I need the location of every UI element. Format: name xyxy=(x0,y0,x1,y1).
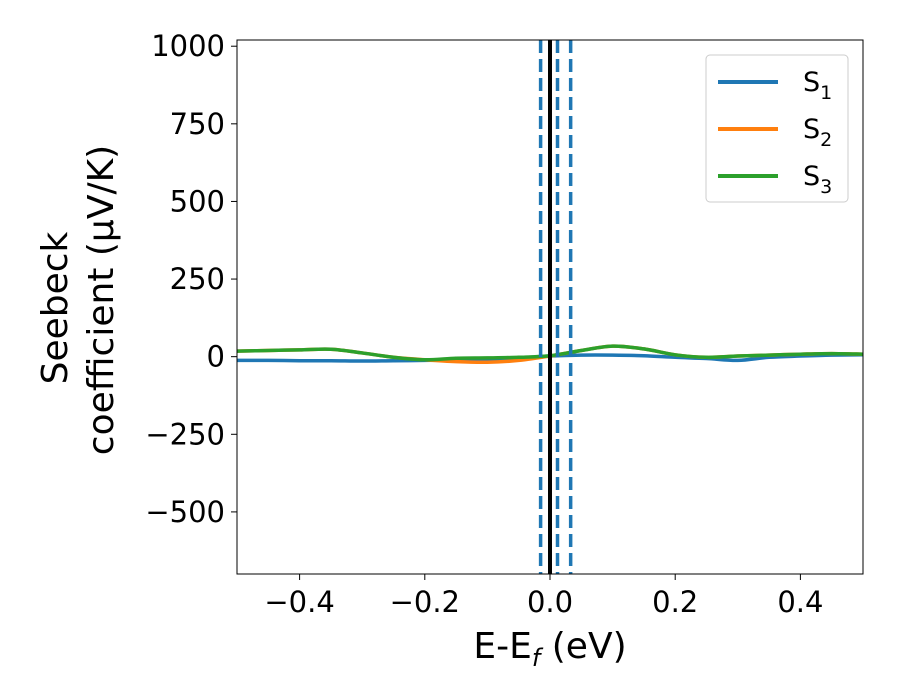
x-axis-title-unit: (eV) xyxy=(540,626,626,667)
x-axis-title-main: E-E xyxy=(473,626,531,667)
legend-label: S3 xyxy=(803,161,832,198)
x-axis-ticks: −0.4 −0.2 0.0 0.2 0.4 xyxy=(264,574,823,619)
y-tick-label: 500 xyxy=(170,184,225,218)
legend-item-s3: S3 xyxy=(718,161,832,198)
x-tick-label: 0.2 xyxy=(652,585,698,619)
legend-item-s2: S2 xyxy=(718,114,832,151)
x-tick-label: 0.4 xyxy=(777,585,823,619)
y-axis-title: Seebeck coefficient (μV/K) xyxy=(35,145,122,455)
legend: S1 S2 S3 xyxy=(705,54,849,203)
y-tick-label: −500 xyxy=(145,495,225,529)
legend-label: S2 xyxy=(803,114,832,151)
legend-item-s1: S1 xyxy=(718,67,832,104)
plot-content xyxy=(237,40,863,574)
x-tick-label: 0.0 xyxy=(527,585,573,619)
y-tick-label: 750 xyxy=(170,107,225,141)
x-tick-label: −0.4 xyxy=(264,585,334,619)
legend-label: S1 xyxy=(803,67,832,104)
y-tick-label: −250 xyxy=(145,417,225,451)
y-tick-label: 250 xyxy=(170,262,225,296)
y-tick-label: 0 xyxy=(207,340,225,374)
y-tick-label: 1000 xyxy=(151,29,225,63)
y-axis-title-line2: coefficient (μV/K) xyxy=(81,145,122,455)
x-tick-label: −0.2 xyxy=(390,585,460,619)
y-axis-title-line1: Seebeck xyxy=(35,231,76,384)
x-axis-title: E-Ef (eV) xyxy=(473,626,626,672)
y-axis-ticks: 1000 750 500 250 0 −250 −500 xyxy=(145,29,237,529)
